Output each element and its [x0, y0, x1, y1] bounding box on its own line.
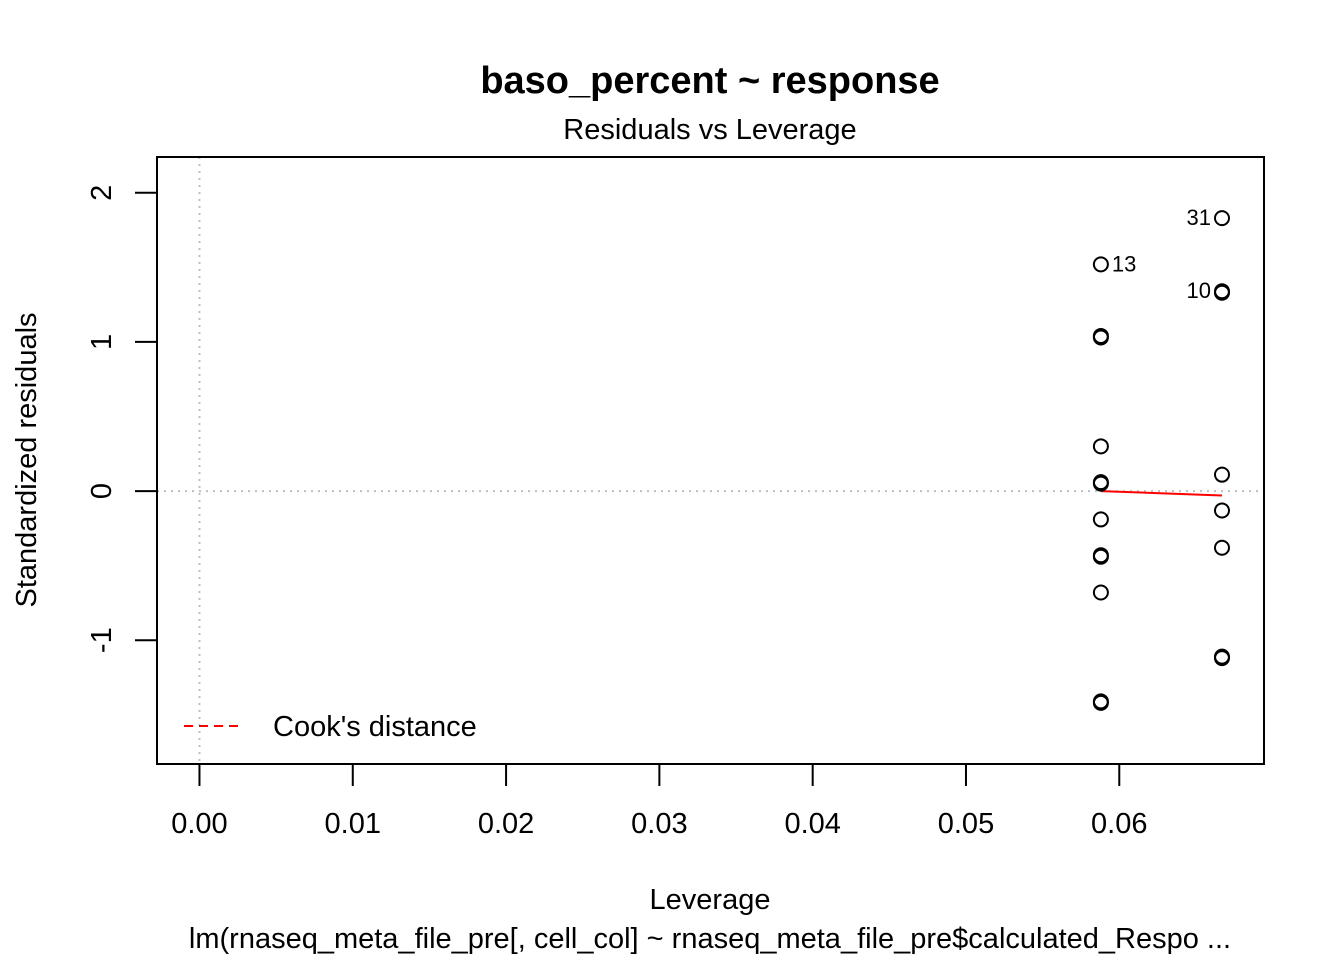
model-caption: lm(rnaseq_meta_file_pre[, cell_col] ~ rn…: [189, 923, 1231, 955]
x-tick-label: 0.00: [171, 808, 227, 840]
x-tick-label: 0.04: [784, 808, 840, 840]
data-point: [1092, 548, 1109, 565]
plot-frame: [156, 156, 1265, 765]
x-axis-label: Leverage: [650, 884, 771, 916]
y-tick-label: 1: [86, 334, 118, 350]
chart-subtitle: Residuals vs Leverage: [563, 114, 856, 146]
data-point: [1092, 475, 1109, 492]
y-axis: -1 0 1 2: [86, 185, 157, 653]
data-point: [1092, 438, 1109, 455]
data-point: [1213, 650, 1230, 667]
plot-area: 13 31 10: [157, 157, 1264, 764]
y-tick-label: -1: [86, 627, 118, 653]
data-point: [1092, 694, 1109, 711]
y-tick-label: 0: [86, 483, 118, 499]
x-axis: 0.00 0.01 0.02 0.03 0.04 0.05 0.06: [171, 763, 1148, 840]
point-label: 13: [1112, 251, 1136, 276]
x-tick-label: 0.03: [631, 808, 687, 840]
y-tick-label: 2: [86, 185, 118, 201]
x-tick-label: 0.02: [478, 808, 534, 840]
data-point: [1213, 539, 1230, 556]
chart-title: baso_percent ~ response: [480, 60, 939, 102]
data-point: [1092, 511, 1109, 528]
x-tick-label: 0.01: [325, 808, 381, 840]
data-point: [1092, 584, 1109, 601]
smooth-line: [1100, 490, 1223, 497]
legend-cooks-distance-label: Cook's distance: [273, 711, 477, 743]
y-axis-label: Standardized residuals: [11, 312, 43, 607]
legend: Cook's distance: [184, 711, 477, 743]
data-point: [1092, 329, 1109, 346]
point-label: 10: [1187, 278, 1211, 303]
x-tick-label: 0.05: [938, 808, 994, 840]
x-tick-label: 0.06: [1091, 808, 1147, 840]
point-label: 31: [1187, 205, 1211, 230]
data-point: [1213, 466, 1230, 483]
data-point: [1213, 284, 1230, 301]
data-point: [1213, 502, 1230, 519]
data-point: [1213, 210, 1230, 227]
data-point: [1092, 256, 1109, 273]
